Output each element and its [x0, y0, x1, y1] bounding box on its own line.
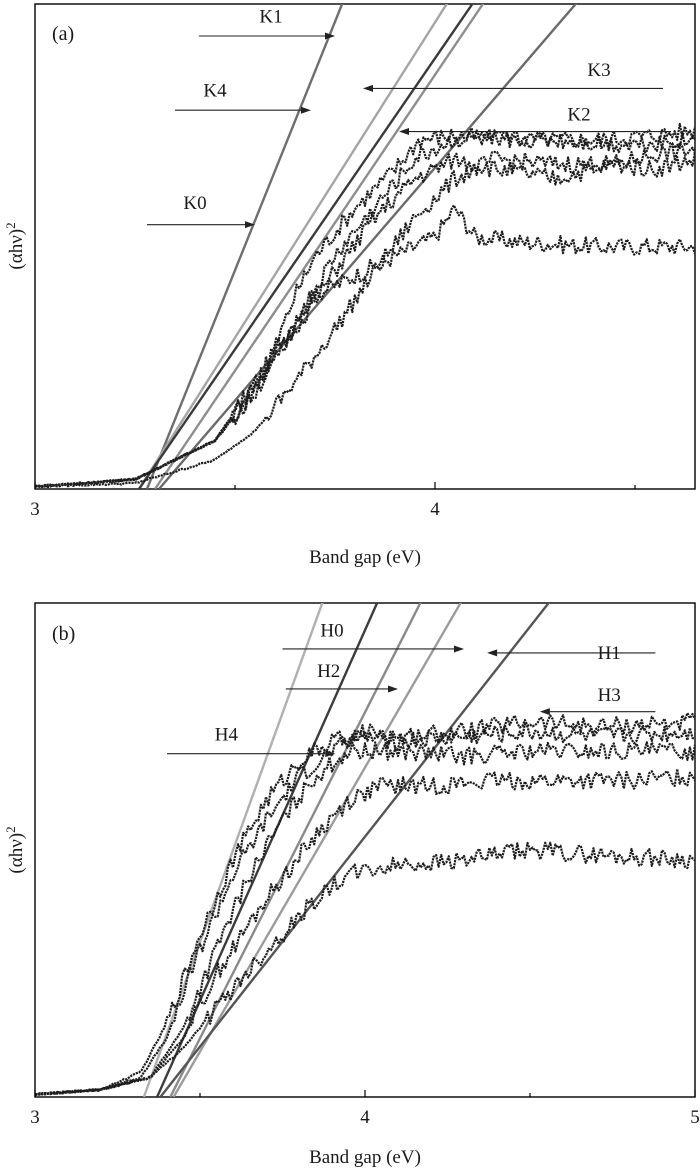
panel-a-data-series: [35, 122, 695, 489]
arrowhead-k0: [245, 221, 255, 229]
xtick-label-4: 4: [430, 499, 440, 520]
arrowhead-k4: [301, 106, 311, 114]
arrowhead-k3: [363, 84, 373, 92]
panel-a-xlabel: Band gap (eV): [309, 547, 421, 568]
panel-b: 3 4 5 H0 H1 H2 H3 H4 (b) Band gap (eV) (αhν)2: [3, 602, 700, 1168]
series-label-k2: K2: [567, 104, 590, 125]
fit-line-k4: [154, 4, 485, 489]
fit-line-h3: [159, 603, 551, 1097]
xtick-label-3: 3: [30, 499, 40, 520]
data-series-h3: [35, 841, 695, 1096]
panel-b-ticks: 3 4 5: [30, 1090, 700, 1128]
series-label-h3: H3: [598, 685, 621, 706]
xtick-label-5: 5: [690, 1107, 700, 1128]
panel-b-label: (b): [52, 623, 75, 645]
arrowhead-h1: [487, 649, 498, 657]
data-series-k4: [35, 131, 695, 488]
series-label-h1: H1: [598, 643, 621, 664]
fit-line-k1: [137, 4, 449, 489]
panel-b-ylabel-base: (αhν): [6, 833, 27, 874]
series-label-h4: H4: [215, 724, 239, 745]
arrowhead-h3: [539, 708, 550, 716]
fit-line-k3: [138, 4, 474, 489]
data-series-h4: [35, 723, 695, 1097]
panel-a-label: (a): [52, 23, 74, 45]
fit-line-k2: [158, 4, 578, 489]
panel-a-ylabel-base: (αhν): [6, 229, 27, 270]
xtick-label-3: 3: [30, 1107, 40, 1128]
data-series-h1: [35, 767, 695, 1096]
panel-b-data-series: [35, 712, 695, 1097]
panel-b-xlabel: Band gap (eV): [309, 1147, 421, 1168]
panel-a-ylabel-sup: 2: [3, 222, 18, 229]
fit-line-h0: [169, 603, 422, 1097]
fit-line-h1: [172, 603, 462, 1097]
series-label-k0: K0: [183, 193, 206, 214]
data-series-k2: [35, 141, 695, 489]
panel-a-ylabel: (αhν)2: [3, 222, 27, 269]
series-label-h2: H2: [317, 661, 340, 682]
series-label-k3: K3: [587, 60, 610, 81]
panel-b-annotations: H0 H1 H2 H3 H4: [167, 621, 656, 758]
arrowhead-h0: [454, 645, 464, 653]
arrowhead-h4: [325, 750, 336, 758]
panel-a-annotations: K1 K3 K4 K2 K0: [147, 6, 671, 229]
panel-a-fit-lines: [137, 4, 578, 489]
data-series-h0: [35, 712, 695, 1097]
panel-b-ylabel-sup: 2: [3, 826, 18, 833]
series-label-k4: K4: [203, 81, 227, 102]
series-label-h0: H0: [320, 621, 343, 642]
data-series-h2: [35, 741, 695, 1096]
panel-b-frame: [34, 602, 696, 1098]
series-label-k1: K1: [259, 6, 282, 27]
panel-b-ylabel: (αhν)2: [3, 826, 27, 873]
panel-a-frame: [34, 3, 696, 490]
arrowhead-k1: [325, 32, 335, 40]
xtick-label-4: 4: [360, 1107, 370, 1128]
arrowhead-h2: [388, 685, 398, 693]
fit-line-h4: [142, 603, 324, 1097]
fit-line-k0: [145, 4, 344, 489]
arrowhead-k2: [399, 128, 409, 136]
